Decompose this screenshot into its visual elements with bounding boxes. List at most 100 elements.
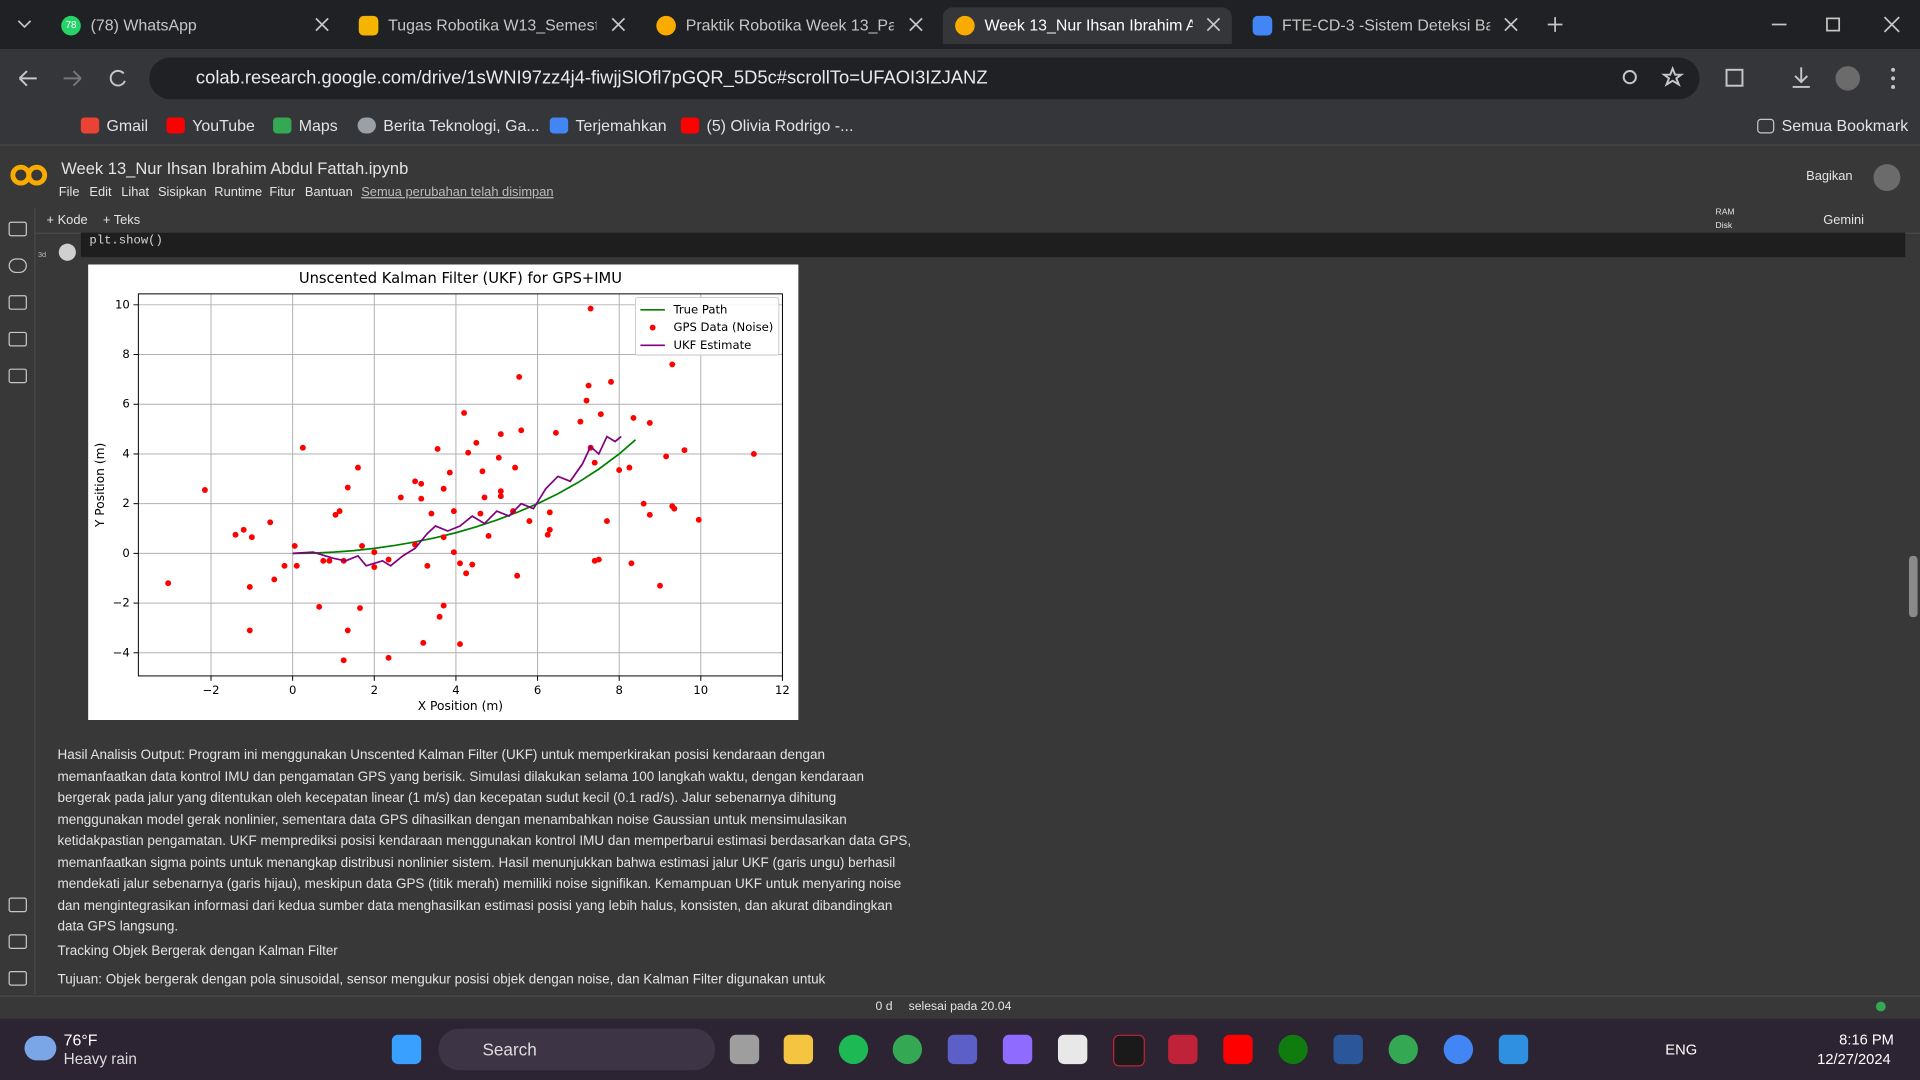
tab[interactable]: FTE-CD-3 -Sistem Deteksi Banji <box>1240 7 1529 44</box>
profile[interactable] <box>1835 66 1861 91</box>
tab-badge: 78 <box>61 15 81 36</box>
x-tick-label: 8 <box>615 683 622 697</box>
taskbar-app[interactable] <box>1498 1034 1529 1065</box>
notebook-title[interactable]: Week 13_Nur Ihsan Ibrahim Abdul Fattah.i… <box>61 159 409 178</box>
command-palette-icon[interactable] <box>8 934 27 949</box>
secrets-icon[interactable] <box>8 331 27 347</box>
scrollbar[interactable] <box>1908 555 1918 618</box>
data-point <box>512 464 519 471</box>
colab-logo[interactable] <box>10 162 49 189</box>
tab[interactable]: Praktik Robotika Week 13_Para <box>644 7 933 44</box>
share-button[interactable]: Bagikan <box>1806 168 1853 184</box>
taskbar-app[interactable] <box>892 1034 923 1065</box>
gemini-button[interactable]: Gemini <box>1823 213 1864 228</box>
bookmark-label: Semua Bookmark <box>1781 116 1909 135</box>
taskbar-app[interactable] <box>783 1034 814 1065</box>
menu-item[interactable]: Bantuan <box>304 184 353 200</box>
reload[interactable] <box>109 69 126 87</box>
variables-icon[interactable] <box>8 295 27 310</box>
status-bar <box>0 995 1920 1021</box>
data-point <box>336 508 343 515</box>
taskbar-app[interactable] <box>729 1034 760 1065</box>
taskbar-app[interactable] <box>1278 1034 1308 1065</box>
close-tab[interactable] <box>315 17 329 32</box>
start-button[interactable] <box>391 1034 422 1065</box>
taskbar-app[interactable] <box>1113 1034 1145 1067</box>
bookmark[interactable]: Berita Teknologi, Ga... <box>357 116 540 135</box>
files-icon[interactable] <box>8 368 27 384</box>
chart-output: Unscented Kalman Filter (UKF) for GPS+IM… <box>88 264 799 721</box>
close-window[interactable] <box>1883 16 1900 33</box>
tab[interactable]: Tugas Robotika W13_Semester <box>347 7 636 44</box>
section-heading: Tracking Objek Bergerak dengan Kalman Fi… <box>57 944 338 959</box>
bookmark[interactable]: Maps <box>273 116 338 135</box>
close-tab[interactable] <box>611 17 626 32</box>
menu-item[interactable]: Sisipkan <box>157 184 207 200</box>
tab[interactable]: 78 (78) WhatsApp <box>49 7 338 44</box>
back[interactable] <box>18 70 37 87</box>
new-tab[interactable] <box>1547 17 1563 32</box>
extensions[interactable] <box>1725 68 1744 87</box>
taskbar-app[interactable] <box>1333 1034 1363 1065</box>
data-point <box>434 446 441 452</box>
data-point <box>465 449 472 456</box>
taskbar-app[interactable] <box>1388 1034 1418 1065</box>
search-icon[interactable] <box>8 258 27 274</box>
add-code[interactable]: + Kode <box>46 213 88 228</box>
account-avatar[interactable] <box>1873 164 1901 192</box>
taskbar-app[interactable] <box>947 1034 978 1065</box>
code-snippets-icon[interactable] <box>8 897 27 913</box>
taskbar-app[interactable] <box>1002 1034 1033 1065</box>
menu-item[interactable]: Runtime <box>214 184 263 200</box>
address-bar[interactable] <box>149 57 1700 100</box>
taskbar-app[interactable] <box>1223 1034 1253 1065</box>
taskbar-app[interactable] <box>1168 1034 1198 1065</box>
taskbar-app[interactable] <box>1443 1034 1474 1065</box>
tab[interactable]: Week 13_Nur Ihsan Ibrahim Ab <box>942 7 1232 45</box>
tab-search-button[interactable] <box>17 20 32 29</box>
data-point <box>440 485 447 492</box>
data-point <box>320 557 327 564</box>
data-point <box>246 583 253 590</box>
search-label: Search <box>482 1039 537 1060</box>
taskbar-app[interactable] <box>838 1034 869 1065</box>
search-box[interactable]: Search <box>438 1028 716 1071</box>
clock-date[interactable]: 12/27/2024 <box>1817 1050 1891 1068</box>
bookmark[interactable]: (5) Olivia Rodrigo -... <box>680 116 853 135</box>
zoom[interactable] <box>1622 70 1637 85</box>
y-tick-label: 10 <box>115 297 130 311</box>
save-status[interactable]: Semua perubahan telah disimpan <box>361 184 554 200</box>
weather[interactable]: Heavy rain <box>63 1050 137 1068</box>
tab-label: FTE-CD-3 -Sistem Deteksi Banji <box>1282 15 1491 35</box>
menu-item[interactable]: Edit <box>89 184 112 200</box>
add-text[interactable]: + Teks <box>102 213 141 228</box>
close-tab[interactable] <box>1206 17 1221 32</box>
y-tick-label: −4 <box>113 645 130 659</box>
bookmark-star[interactable] <box>1661 65 1685 87</box>
data-point <box>385 556 392 563</box>
all-bookmarks[interactable]: Semua Bookmark <box>1757 116 1909 135</box>
url[interactable]: colab.research.google.com/drive/1sWNI97z… <box>195 67 988 89</box>
restore[interactable] <box>1826 17 1841 32</box>
data-point <box>428 510 435 517</box>
run-button[interactable] <box>58 243 76 261</box>
taskbar-app[interactable] <box>1057 1034 1088 1065</box>
forward[interactable] <box>63 70 82 87</box>
data-point <box>461 410 468 416</box>
terminal-icon[interactable] <box>8 971 27 986</box>
close-tab[interactable] <box>909 17 923 32</box>
bookmark[interactable]: Terjemahkan <box>549 116 667 135</box>
data-point <box>516 373 523 380</box>
toc-icon[interactable] <box>8 221 27 237</box>
menu-item[interactable]: Lihat <box>121 184 150 200</box>
language[interactable]: ENG <box>1665 1040 1698 1058</box>
weather-icon[interactable] <box>24 1035 57 1061</box>
bookmark[interactable]: YouTube <box>166 116 255 135</box>
menu-item[interactable]: File <box>58 184 80 200</box>
menu-item[interactable]: Fitur <box>269 184 296 200</box>
temperature[interactable]: 76°F <box>63 1031 98 1050</box>
bookmark[interactable]: Gmail <box>80 116 148 135</box>
close-tab[interactable] <box>1504 17 1518 32</box>
clock-time[interactable]: 8:16 PM <box>1839 1031 1894 1049</box>
downloads[interactable] <box>1792 67 1810 88</box>
